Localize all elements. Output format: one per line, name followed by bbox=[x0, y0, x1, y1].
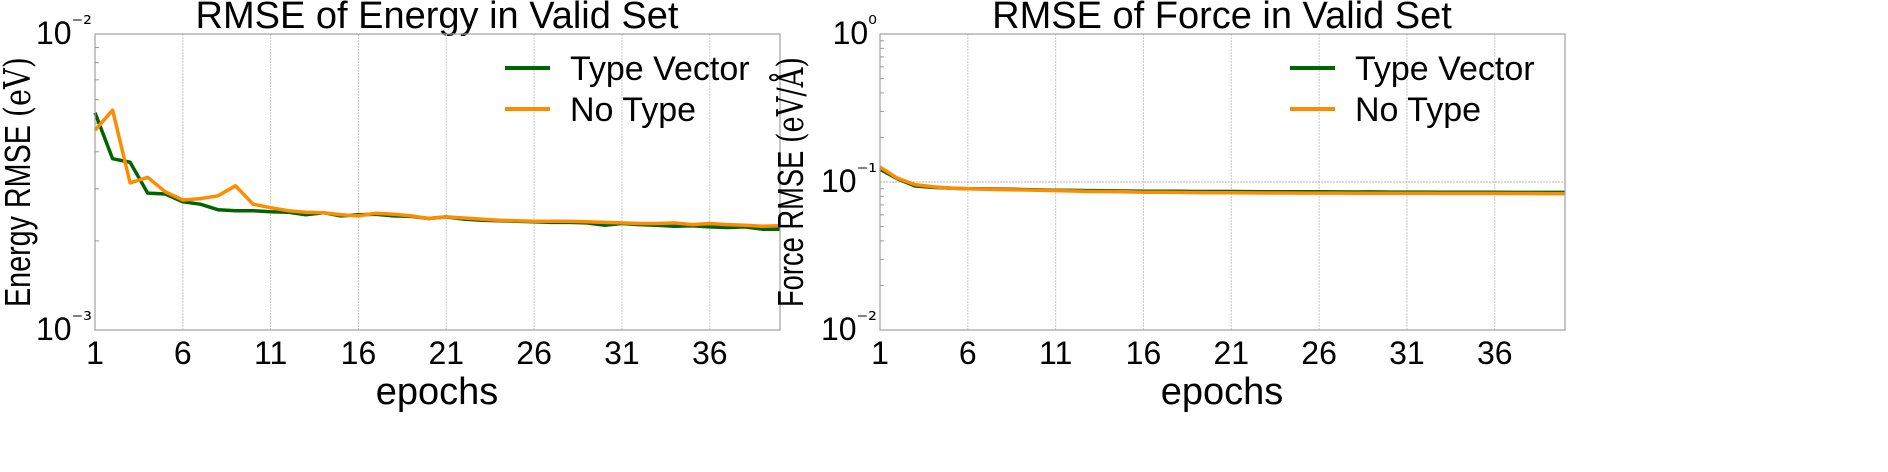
x-tick-label: 11 bbox=[254, 335, 287, 371]
y-tick-base: 10 bbox=[821, 311, 857, 347]
energy-y-label-text: Energy RMSE bbox=[0, 125, 38, 307]
x-tick-label: 16 bbox=[341, 335, 377, 371]
y-tick-exponent: ⁻² bbox=[72, 12, 92, 37]
energy-chart-title: RMSE of Energy in Valid Set bbox=[196, 0, 679, 37]
energy-y-label-unit: (eV) bbox=[0, 57, 39, 117]
x-tick-label: 31 bbox=[604, 335, 640, 371]
legend-label-no-type: No Type bbox=[1355, 91, 1481, 129]
series-line-type-vector bbox=[93, 112, 780, 231]
x-tick-label: 1 bbox=[86, 335, 104, 371]
y-tick-base: 10 bbox=[36, 15, 72, 51]
energy-y-axis-label: Energy RMSE (eV) bbox=[0, 57, 39, 307]
y-tick-base: 10 bbox=[833, 15, 869, 51]
series-line-no-type bbox=[93, 108, 781, 229]
force-axes-frame bbox=[879, 33, 1566, 331]
y-tick-exponent: ⁻² bbox=[857, 308, 877, 333]
x-tick-label: 26 bbox=[1301, 335, 1337, 371]
y-tick-exponent: ⁻¹ bbox=[857, 160, 877, 185]
energy-chart: RMSE of Energy in Valid Set epochs Energ… bbox=[0, 0, 781, 413]
force-y-label-unit: (eV/Å) bbox=[770, 57, 812, 143]
x-tick-label: 36 bbox=[692, 335, 728, 371]
force-y-label-text: Force RMSE bbox=[770, 151, 811, 307]
x-tick-label: 26 bbox=[516, 335, 552, 371]
x-tick-label: 21 bbox=[428, 335, 464, 371]
legend-label-no-type: No Type bbox=[570, 91, 696, 129]
x-tick-label: 6 bbox=[174, 335, 192, 371]
force-chart-title: RMSE of Force in Valid Set bbox=[992, 0, 1452, 37]
y-tick-label: 10⁰ bbox=[833, 12, 878, 51]
force-legend: Type Vector No Type bbox=[1290, 50, 1535, 129]
y-tick-exponent: ⁻³ bbox=[72, 308, 92, 333]
force-y-axis-label: Force RMSE (eV/Å) bbox=[770, 57, 812, 307]
x-tick-label: 11 bbox=[1039, 335, 1072, 371]
legend-label-type-vector: Type Vector bbox=[570, 50, 750, 88]
energy-x-axis-label: epochs bbox=[376, 371, 499, 413]
y-tick-label: 10⁻² bbox=[821, 308, 877, 347]
x-tick-label: 36 bbox=[1477, 335, 1513, 371]
force-x-axis-label: epochs bbox=[1161, 371, 1284, 413]
x-tick-label: 16 bbox=[1126, 335, 1162, 371]
y-tick-label: 10⁻² bbox=[36, 12, 92, 51]
series-line-no-type bbox=[879, 165, 1565, 196]
y-tick-label: 10⁻³ bbox=[36, 308, 92, 347]
y-tick-label: 10⁻¹ bbox=[821, 160, 877, 199]
energy-axes-frame bbox=[94, 33, 781, 331]
x-tick-label: 6 bbox=[959, 335, 977, 371]
x-tick-label: 31 bbox=[1389, 335, 1425, 371]
y-tick-exponent: ⁰ bbox=[868, 12, 877, 37]
y-tick-base: 10 bbox=[36, 311, 72, 347]
x-tick-label: 1 bbox=[871, 335, 889, 371]
legend-label-type-vector: Type Vector bbox=[1355, 50, 1535, 88]
energy-legend: Type Vector No Type bbox=[505, 50, 750, 129]
force-chart: RMSE of Force in Valid Set epochs Force … bbox=[770, 0, 1566, 413]
y-tick-base: 10 bbox=[821, 163, 857, 199]
x-tick-label: 21 bbox=[1213, 335, 1249, 371]
